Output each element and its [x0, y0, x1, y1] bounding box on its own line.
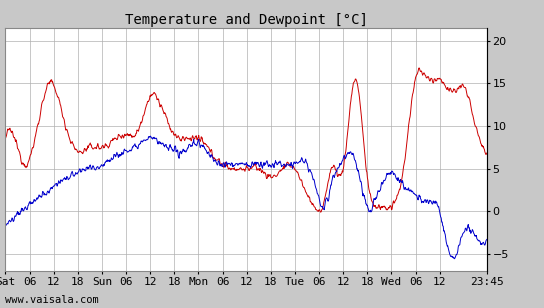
Text: www.vaisala.com: www.vaisala.com — [5, 295, 99, 305]
Title: Temperature and Dewpoint [°C]: Temperature and Dewpoint [°C] — [125, 13, 368, 26]
